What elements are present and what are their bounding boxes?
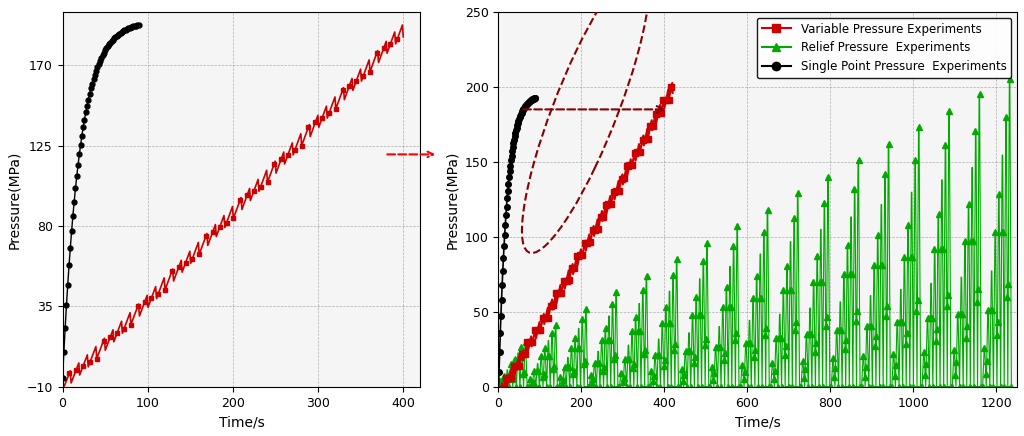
Legend: Variable Pressure Experiments, Relief Pressure  Experiments, Single Point Pressu: Variable Pressure Experiments, Relief Pr… (757, 18, 1011, 78)
X-axis label: Time/s: Time/s (735, 415, 780, 429)
Y-axis label: Pressure(MPa): Pressure(MPa) (445, 150, 459, 249)
Y-axis label: Pressure(MPa): Pressure(MPa) (7, 150, 20, 249)
FancyArrowPatch shape (522, 106, 664, 113)
X-axis label: Time/s: Time/s (218, 415, 264, 429)
